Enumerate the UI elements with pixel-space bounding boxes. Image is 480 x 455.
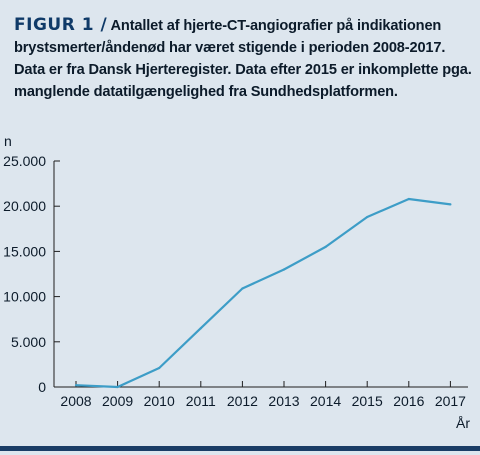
chart-axes xyxy=(53,161,468,388)
x-tick-label: 2009 xyxy=(102,393,133,409)
x-axis-label: År xyxy=(456,415,470,431)
x-tick-label: 2017 xyxy=(435,393,466,409)
bottom-rule xyxy=(0,446,480,451)
x-tick-label: 2015 xyxy=(352,393,383,409)
x-tick-label: 2012 xyxy=(227,393,258,409)
data-point xyxy=(407,197,410,201)
data-point xyxy=(366,215,369,219)
data-point xyxy=(241,287,244,290)
y-tick-label: 10.000 xyxy=(3,289,46,305)
figure-caption-text: Antallet af hjerte-CT-angiografier på in… xyxy=(14,18,472,100)
y-tick-label: 20.000 xyxy=(3,198,46,214)
data-point xyxy=(449,203,452,206)
data-point xyxy=(199,327,202,330)
data-point xyxy=(324,245,327,248)
x-tick-label: 2013 xyxy=(268,393,299,409)
x-tick-label: 2008 xyxy=(60,393,91,409)
y-axis-label: n xyxy=(4,133,12,149)
data-point xyxy=(282,268,286,271)
y-tick-label: 0 xyxy=(38,379,46,395)
y-tick-label: 5.000 xyxy=(11,334,46,350)
y-tick-label: 15.000 xyxy=(3,243,46,259)
series-line xyxy=(75,197,451,389)
x-tick-label: 2011 xyxy=(186,393,216,409)
x-tick-label: 2016 xyxy=(393,393,424,409)
y-tick-label: 25.000 xyxy=(3,153,46,169)
data-point xyxy=(74,384,78,387)
figure-label: FIGUR 1 / xyxy=(14,15,108,35)
figure-caption: FIGUR 1 / Antallet af hjerte-CT-angiogra… xyxy=(14,14,472,103)
data-point xyxy=(158,366,161,370)
x-axis-ticks: 2008 2009 2010 2011 2012 2013 2014 2015 2016 2017 xyxy=(60,381,466,409)
y-axis-ticks: 0 5.000 10.000 15.000 20.000 25.000 xyxy=(3,153,60,395)
data-point xyxy=(116,385,119,389)
x-tick-label: 2014 xyxy=(310,393,341,409)
series-line-group xyxy=(74,197,452,389)
x-tick-label: 2010 xyxy=(144,393,175,409)
